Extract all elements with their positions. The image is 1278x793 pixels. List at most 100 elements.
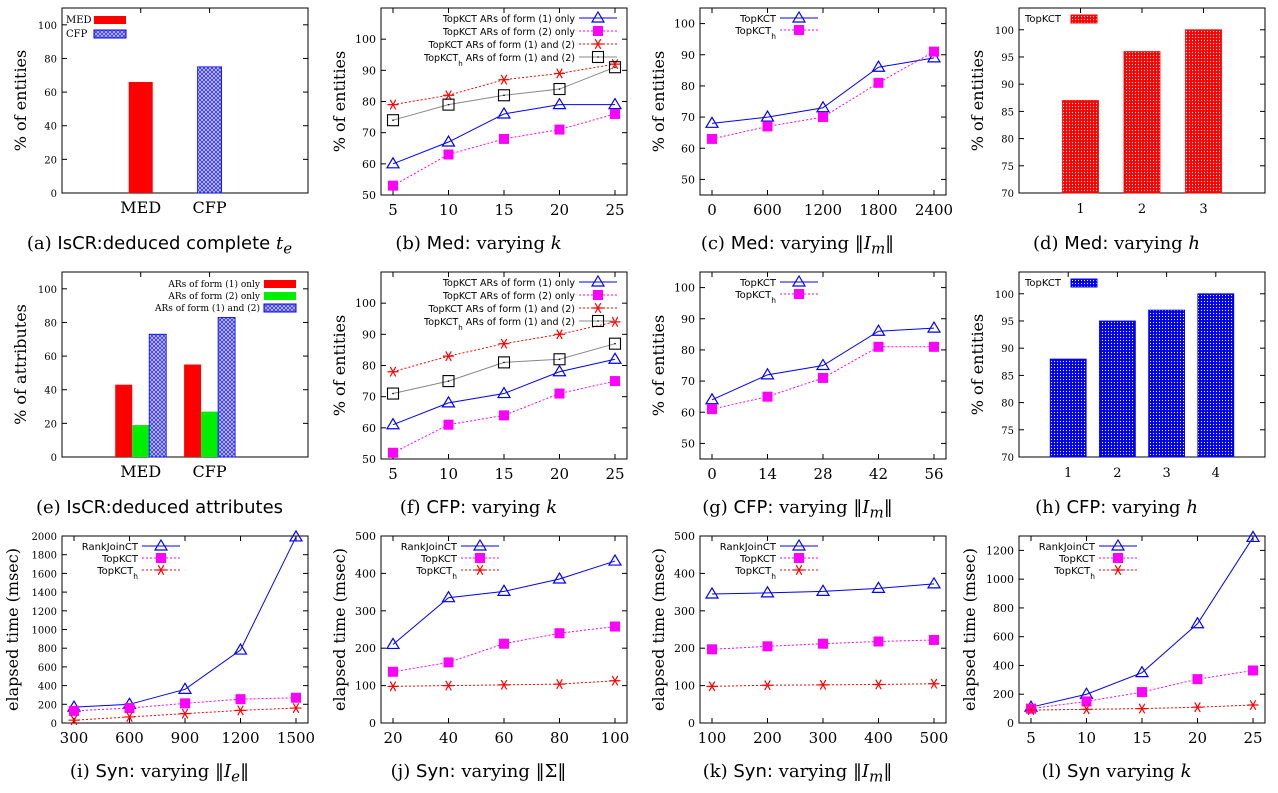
marker-star [387,366,399,377]
marker-triangle [496,386,512,399]
legend-text-part: TopKCT [420,554,458,565]
marker-star [443,351,454,362]
legend-text-sub: h [771,32,776,41]
x-tick-label: CFP [193,462,227,481]
y-tick-label: 300 [674,605,695,618]
marker-star [1192,702,1203,713]
marker-square [610,621,620,632]
caption-math: I [224,761,232,782]
marker-star [706,681,718,692]
panel-h: 70 75 80 85 90 95 100 % of entities 1 2 3 4 TopKCT (… [957,264,1276,528]
x-tick-label: 4 [1212,466,1220,481]
y-tick-label: 0 [51,719,57,730]
x-tick-label: 10 [439,201,458,219]
marker-square [794,553,804,563]
marker-triangle [791,10,807,23]
marker-square-open [553,82,566,96]
x-tick-label: 28 [813,465,832,483]
y-tick-label: 70 [681,375,695,388]
x-tick-label: 56 [924,465,943,483]
x-tick-label: 20 [550,201,569,219]
legend-label: TopKCTh [96,566,138,581]
caption-sub: e [283,239,293,258]
bar [1049,358,1087,458]
bar [1123,51,1161,194]
legend: TopKCT [1024,14,1098,25]
series-line [73,707,297,721]
x-tick-label: 25 [1243,729,1262,747]
caption-text: Med: [1064,233,1109,254]
caption-rest: varying ‖ [780,233,864,254]
y-axis-label: elapsed time (msec) [3,548,22,711]
y-axis-label: % of entities [11,50,30,151]
y-tick-label: 90 [681,313,695,326]
plot-area: 0 20 40 60 80 100 % of attributes MED CFP ARs of … [11,271,309,481]
y-tick-label: 70 [1001,453,1014,464]
caption-sub: m [870,239,886,258]
legend-text-part: TopKCT [423,53,458,64]
plot-frame [699,535,947,724]
panel-b: 50 60 70 80 90 100 % of entities 5 10 15 20 25 TopKC… [319,0,638,264]
chart-i: 0 200 400 600 800 1000 1200 1400 1600 1800 2000 ela… [3,529,315,747]
caption-h: (h) CFP: varying h [957,497,1276,518]
bar [1098,320,1136,458]
bar [148,333,167,458]
marker-triangle [233,642,248,655]
y-tick-label: 80 [362,360,376,373]
panel-l: 0 200 400 600 800 1000 1200 elapsed time (msec)… [957,528,1276,792]
marker-star [554,679,565,690]
marker-square [818,372,828,383]
chart-a: 0 20 40 60 80 100 % of entities MED CFP MED CFP [11,7,309,217]
marker-square [443,149,454,160]
caption-text: CFP: [426,497,467,518]
marker-center-dot [614,66,616,69]
legend-text-sub: h [771,296,776,305]
legend-label: TopKCTh [734,290,776,305]
marker-square [499,410,509,421]
legend-label: TopKCT [420,554,458,565]
series-line [711,639,935,650]
caption-rest: varying [471,497,541,518]
y-tick-label: 60 [44,88,57,99]
y-tick-label: 1200 [32,607,57,618]
legend-label: RankJoinCT [720,542,777,553]
x-tick-label: 200 [753,729,782,747]
caption-math: h [1186,497,1198,518]
marker-square [794,25,804,35]
legend-text-part: TopKCT ARs of form (1) only [442,14,576,25]
legend-text-sub: h [771,572,776,581]
y-tick-label: 400 [38,682,57,693]
plot-frame [61,535,309,724]
marker-triangle [871,581,886,593]
plot-area: 50 60 70 80 90 100 % of entities 5 10 15 20 25 TopKC… [330,7,628,219]
marker-square [554,388,565,399]
marker-star [609,675,621,686]
y-tick-label: 200 [993,688,1014,701]
legend: TopKCT [1024,278,1098,289]
legend-text-part: TopKCT ARs of form (2) only [442,291,576,302]
marker-square [291,692,301,703]
caption-math: t [275,233,284,254]
caption-math: I [863,233,871,254]
caption-d: (d) Med: varying h [957,233,1276,254]
plot-frame [380,535,628,724]
legend-label: ARs of form (2) only [167,291,261,302]
marker-triangle [704,116,720,128]
legend-label: TopKCT [1058,554,1096,565]
caption-i: (i) Syn: varying ‖Ie‖ [0,761,319,786]
caption-text: IsCR:deduced attributes [66,497,284,518]
y-tick-label: 80 [1001,399,1014,410]
caption-label: (h) [1035,497,1061,518]
panel-a: 0 20 40 60 80 100 % of entities MED CFP MED CFP (a… [0,0,319,264]
marker-triangle [496,584,512,596]
marker-square [873,341,884,352]
x-tick-label: 1 [1064,466,1072,481]
y-tick-label: 200 [38,700,57,711]
y-tick-label: 400 [355,567,376,580]
y-tick-label: 100 [355,33,376,46]
marker-square-open [497,89,511,102]
marker-triangle [791,274,807,287]
marker-triangle [607,553,623,566]
